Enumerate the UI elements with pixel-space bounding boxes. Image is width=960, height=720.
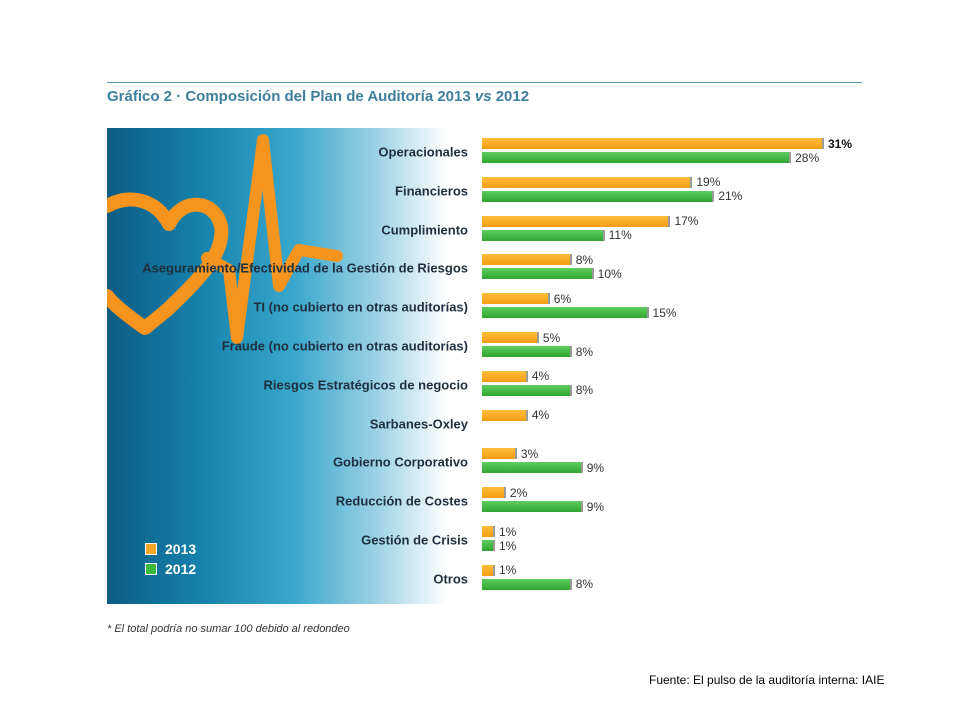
value-label-2013: 31% (828, 136, 853, 151)
bar-2013 (482, 370, 526, 382)
value-label-2012: 21% (718, 189, 743, 204)
bar-edge (525, 370, 528, 382)
bar-edge (580, 501, 583, 513)
category-label: Sarbanes-Oxley (369, 416, 468, 432)
bar-edge (547, 293, 550, 305)
bar-edge (536, 332, 539, 343)
bar-2013 (482, 254, 570, 266)
value-label-2013: 3% (520, 446, 539, 461)
value-label-2013: 17% (674, 214, 699, 229)
bar-2012 (482, 540, 493, 551)
value-label-2013: 1% (498, 524, 517, 539)
category-label: Cumplimiento (381, 222, 468, 238)
bar-2012 (482, 152, 790, 163)
value-label-2013: 8% (575, 252, 594, 267)
legend: 2013 2012 (145, 539, 196, 579)
bar-2012 (482, 268, 592, 280)
bar-edge (712, 190, 715, 202)
bar-2012 (482, 462, 581, 474)
category-label: Reducción de Costes (335, 493, 468, 509)
legend-swatch-2013 (145, 543, 157, 555)
footnote: * El total podría no sumar 100 debido al… (107, 623, 350, 635)
bar-edge (492, 564, 495, 576)
value-label-2013: 5% (542, 330, 561, 345)
decorative-panel (107, 128, 447, 604)
category-label: Otros (433, 571, 468, 587)
value-label-2012: 15% (652, 305, 677, 320)
legend-swatch-2012 (145, 563, 157, 575)
category-label: Gobierno Corporativo (332, 454, 468, 470)
bar-2012 (482, 384, 570, 396)
value-label-2012: 9% (586, 460, 605, 475)
value-label-2013: 1% (498, 563, 517, 578)
value-label-2013: 4% (531, 369, 550, 384)
bar-2013 (482, 409, 526, 421)
bar-edge (646, 307, 649, 319)
bar-2012 (482, 501, 581, 513)
bar-edge (569, 346, 572, 357)
bar-2013 (482, 448, 515, 460)
heart-pulse-icon (107, 134, 343, 344)
bar-edge (602, 229, 605, 241)
bar-2013 (482, 487, 504, 499)
category-label: Operacionales (378, 144, 468, 160)
bar-2013 (482, 176, 691, 188)
bar-edge (789, 152, 792, 163)
bar-2012 (482, 307, 647, 319)
value-label-2012: 8% (575, 383, 594, 398)
bar-2013 (482, 138, 822, 149)
value-label-2013: 19% (696, 175, 721, 190)
bar-2013 (482, 526, 493, 537)
category-label: Aseguramiento/Efectividad de la Gestión … (142, 260, 468, 276)
bar-edge (822, 138, 824, 149)
value-label-2012: 8% (575, 344, 594, 359)
legend-label-2012: 2012 (165, 561, 197, 577)
value-label-2012: 8% (575, 577, 594, 592)
bar-2012 (482, 578, 570, 590)
legend-item-2013: 2013 (145, 539, 196, 559)
bar-edge (525, 409, 528, 421)
value-label-2012: 1% (498, 538, 517, 553)
bar-edge (569, 254, 572, 266)
category-label: TI (no cubierto en otras auditorías) (253, 299, 468, 315)
category-label: Riesgos Estratégicos de negocio (263, 377, 468, 393)
value-label-2012: 9% (586, 499, 605, 514)
chart-title: Gráfico 2 · Composición del Plan de Audi… (107, 88, 530, 105)
bar-edge (580, 462, 583, 474)
bar-edge (492, 540, 495, 551)
value-label-2012: 28% (795, 150, 820, 165)
bar-2012 (482, 190, 713, 202)
value-label-2013: 6% (553, 291, 572, 306)
bar-edge (668, 215, 671, 227)
bar-2012 (482, 229, 603, 241)
legend-item-2012: 2012 (145, 559, 196, 579)
bar-2013 (482, 564, 493, 576)
value-label-2013: 2% (509, 485, 528, 500)
bar-edge (503, 487, 506, 499)
source-note: Fuente: El pulso de la auditoría interna… (649, 673, 885, 687)
value-label-2012: 11% (608, 228, 632, 243)
bar-edge (690, 176, 693, 188)
category-label: Financieros (395, 183, 468, 199)
bar-edge (514, 448, 517, 460)
category-label: Fraude (no cubierto en otras auditorías) (221, 338, 468, 354)
bar-edge (492, 526, 495, 537)
title-rule (107, 82, 862, 83)
bar-edge (591, 268, 594, 280)
legend-label-2013: 2013 (165, 541, 197, 557)
bar-2013 (482, 293, 548, 305)
bar-2012 (482, 346, 570, 357)
bar-2013 (482, 215, 669, 227)
category-label: Gestión de Crisis (361, 532, 468, 548)
bar-edge (569, 578, 572, 590)
value-label-2013: 4% (531, 408, 550, 423)
bar-edge (569, 384, 572, 396)
value-label-2012: 10% (597, 266, 622, 281)
bar-2013 (482, 332, 537, 343)
